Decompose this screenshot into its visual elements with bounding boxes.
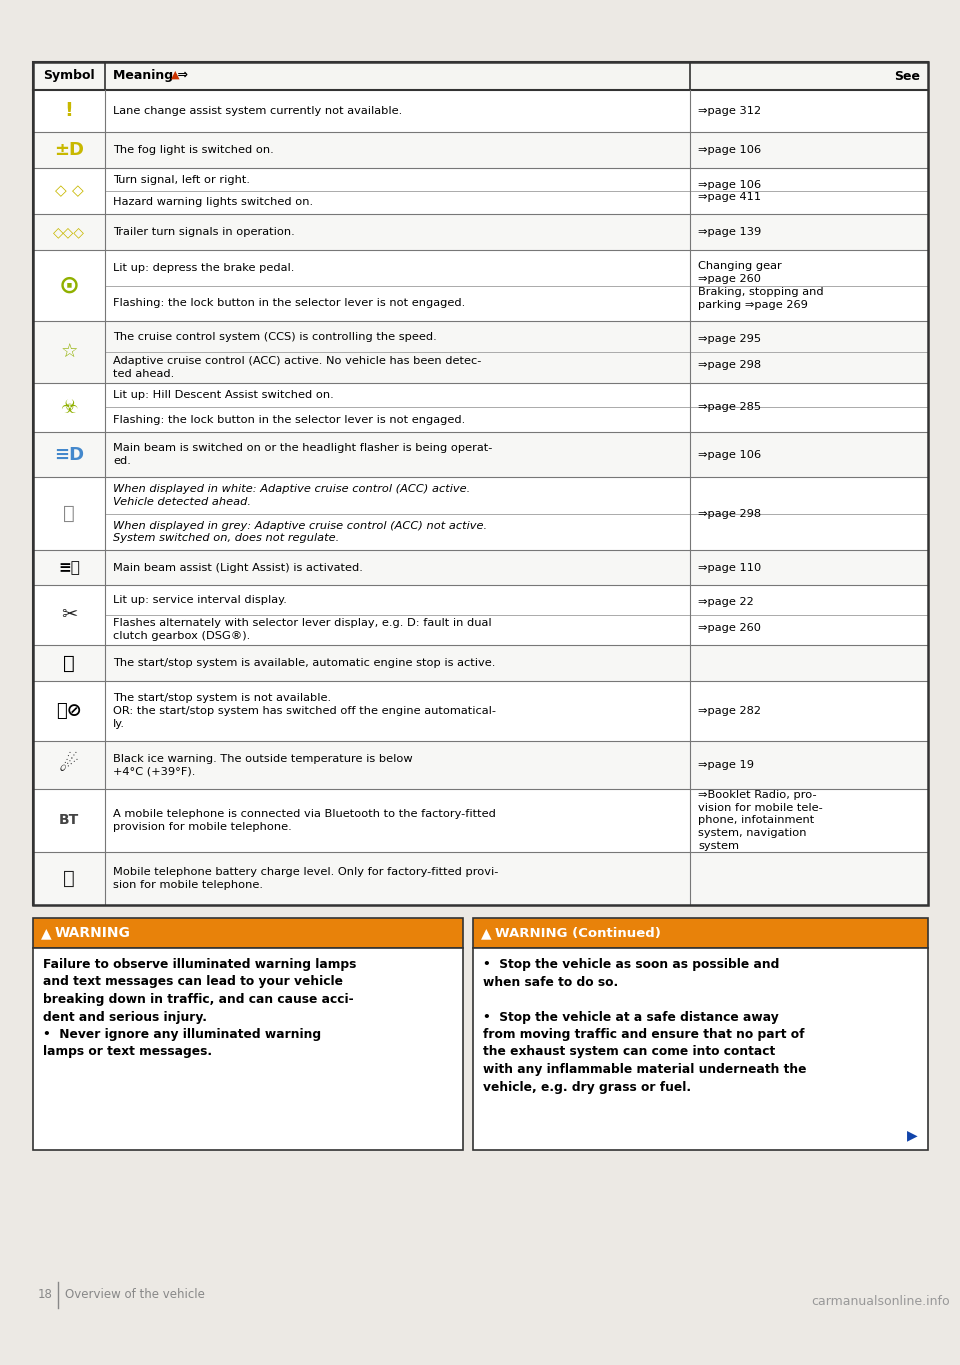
Text: The cruise control system (CCS) is controlling the speed.: The cruise control system (CCS) is contr…	[113, 332, 437, 341]
Text: ⇒page 106: ⇒page 106	[698, 145, 761, 156]
Text: Turn signal, left or right.: Turn signal, left or right.	[113, 175, 250, 184]
Text: Lit up: depress the brake pedal.: Lit up: depress the brake pedal.	[113, 263, 295, 273]
Text: ⇒page 19: ⇒page 19	[698, 760, 754, 770]
Text: ⇒Booklet Radio, pro-
vision for mobile tele-
phone, infotainment
system, navigat: ⇒Booklet Radio, pro- vision for mobile t…	[698, 790, 823, 850]
Text: ▲: ▲	[171, 70, 180, 81]
Text: When displayed in grey: Adaptive cruise control (ACC) not active.
System switche: When displayed in grey: Adaptive cruise …	[113, 520, 487, 543]
Bar	[33, 681, 928, 741]
Text: ◇ ◇: ◇ ◇	[55, 183, 84, 198]
Bar	[33, 949, 463, 1149]
Text: BT: BT	[59, 814, 79, 827]
Text: ✂: ✂	[60, 605, 77, 624]
Text: Changing gear
⇒page 260
Braking, stopping and
parking ⇒page 269: Changing gear ⇒page 260 Braking, stoppin…	[698, 261, 824, 310]
Bar	[33, 431, 928, 478]
Text: Mobile telephone battery charge level. Only for factory-fitted provi-
sion for m: Mobile telephone battery charge level. O…	[113, 867, 498, 890]
Bar	[33, 321, 928, 384]
Text: See: See	[894, 70, 920, 82]
Bar	[33, 919, 463, 949]
Text: ⎓: ⎓	[63, 870, 75, 889]
Bar	[33, 478, 928, 550]
Text: ±D: ±D	[54, 141, 84, 160]
Bar	[33, 852, 928, 905]
Text: The start/stop system is available, automatic engine stop is active.: The start/stop system is available, auto…	[113, 658, 495, 667]
Text: ⇒page 312: ⇒page 312	[698, 106, 761, 116]
Text: Hazard warning lights switched on.: Hazard warning lights switched on.	[113, 198, 313, 207]
Text: Trailer turn signals in operation.: Trailer turn signals in operation.	[113, 227, 295, 238]
Bar	[33, 61, 928, 905]
Text: ⇒page 110: ⇒page 110	[698, 562, 761, 572]
Text: ⇒page 22

⇒page 260: ⇒page 22 ⇒page 260	[698, 597, 761, 632]
Text: !: !	[64, 101, 73, 120]
Text: ⇒page 298: ⇒page 298	[698, 509, 761, 519]
Text: ▲: ▲	[41, 925, 52, 940]
Text: Flashing: the lock button in the selector lever is not engaged.: Flashing: the lock button in the selecto…	[113, 415, 466, 425]
Text: Main beam assist (Light Assist) is activated.: Main beam assist (Light Assist) is activ…	[113, 562, 363, 572]
Text: ☣: ☣	[60, 399, 78, 416]
Bar	[33, 61, 928, 905]
Text: The start/stop system is not available.
OR: the start/stop system has switched o: The start/stop system is not available. …	[113, 693, 496, 729]
Bar	[473, 919, 928, 949]
Bar	[473, 949, 928, 1149]
Text: 18: 18	[38, 1289, 53, 1301]
Bar	[33, 584, 928, 644]
Text: ⇒page 106: ⇒page 106	[698, 449, 761, 460]
Text: ⇒page 139: ⇒page 139	[698, 227, 761, 238]
Text: ▲: ▲	[481, 925, 492, 940]
Text: Lit up: service interval display.: Lit up: service interval display.	[113, 595, 287, 605]
Bar	[33, 789, 928, 852]
Text: •  Stop the vehicle as soon as possible and
when safe to do so.

•  Stop the veh: • Stop the vehicle as soon as possible a…	[483, 958, 806, 1093]
Text: ⊙: ⊙	[59, 273, 80, 298]
Text: Main beam is switched on or the headlight flasher is being operat-
ed.: Main beam is switched on or the headligh…	[113, 444, 492, 467]
Text: Ⓐ: Ⓐ	[63, 654, 75, 673]
Text: ☄: ☄	[59, 755, 79, 775]
Text: ⇒page 282: ⇒page 282	[698, 706, 761, 717]
Bar	[33, 132, 928, 168]
Bar	[33, 214, 928, 250]
Text: Lit up: Hill Descent Assist switched on.: Lit up: Hill Descent Assist switched on.	[113, 390, 334, 400]
Text: ◇◇◇: ◇◇◇	[53, 225, 84, 239]
Text: WARNING: WARNING	[55, 925, 131, 940]
Bar	[33, 384, 928, 431]
Text: ⇒page 285: ⇒page 285	[698, 403, 761, 412]
Text: Failure to observe illuminated warning lamps
and text messages can lead to your : Failure to observe illuminated warning l…	[43, 958, 356, 1058]
Text: ▶: ▶	[907, 1127, 918, 1143]
Text: ⇒page 295

⇒page 298: ⇒page 295 ⇒page 298	[698, 334, 761, 370]
Text: Black ice warning. The outside temperature is below
+4°C (+39°F).: Black ice warning. The outside temperatu…	[113, 753, 413, 777]
Text: ≡Ⓐ: ≡Ⓐ	[58, 560, 80, 575]
Bar	[33, 168, 928, 214]
Bar	[33, 90, 928, 132]
Text: Flashes alternately with selector lever display, e.g. D: fault in dual
clutch ge: Flashes alternately with selector lever …	[113, 618, 492, 642]
Bar	[33, 644, 928, 681]
Bar	[33, 61, 928, 90]
Text: Symbol: Symbol	[43, 70, 95, 82]
Text: ≡D: ≡D	[54, 446, 84, 464]
Text: A mobile telephone is connected via Bluetooth to the factory-fitted
provision fo: A mobile telephone is connected via Blue…	[113, 809, 496, 831]
Text: Meaning ⇒: Meaning ⇒	[113, 70, 188, 82]
Text: The fog light is switched on.: The fog light is switched on.	[113, 145, 274, 156]
Text: Overview of the vehicle: Overview of the vehicle	[65, 1289, 204, 1301]
Text: Ⓐ⊘: Ⓐ⊘	[56, 702, 82, 721]
Text: ☆: ☆	[60, 343, 78, 362]
Text: When displayed in white: Adaptive cruise control (ACC) active.
Vehicle detected : When displayed in white: Adaptive cruise…	[113, 485, 470, 506]
Bar	[33, 550, 928, 584]
Text: WARNING (Continued): WARNING (Continued)	[495, 927, 660, 939]
Text: Lane change assist system currently not available.: Lane change assist system currently not …	[113, 106, 402, 116]
Text: Flashing: the lock button in the selector lever is not engaged.: Flashing: the lock button in the selecto…	[113, 299, 466, 308]
Text: ⇒page 106
⇒page 411: ⇒page 106 ⇒page 411	[698, 180, 761, 202]
Text: ⌛: ⌛	[63, 505, 75, 523]
Text: Adaptive cruise control (ACC) active. No vehicle has been detec-
ted ahead.: Adaptive cruise control (ACC) active. No…	[113, 356, 481, 379]
Bar	[33, 250, 928, 321]
Bar	[33, 741, 928, 789]
Text: carmanualsonline.info: carmanualsonline.info	[811, 1295, 950, 1308]
